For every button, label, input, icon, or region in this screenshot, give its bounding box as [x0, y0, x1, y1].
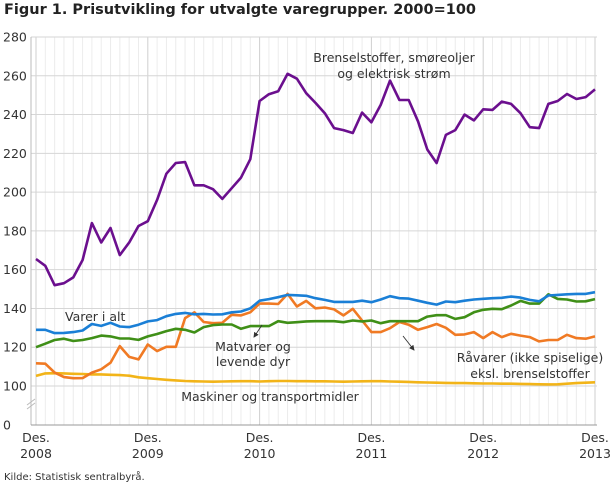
series-label: Maskiner og transportmidler: [181, 389, 359, 404]
chart-title: Figur 1. Prisutvikling for utvalgte vare…: [4, 2, 477, 18]
axis-break-mark: [26, 398, 36, 406]
series-line-1: [36, 290, 596, 335]
x-tick-label: Des.: [134, 430, 162, 445]
series-line-2: [35, 293, 596, 349]
annotation-arrow: [253, 324, 263, 338]
series-label: levende dyr: [216, 354, 291, 369]
x-tick-label: Des.: [22, 430, 50, 445]
series-line-0: [35, 72, 596, 287]
source-note: Kilde: Statistisk sentralbyrå.: [4, 472, 145, 483]
axis-break-mark: [26, 402, 36, 410]
y-tick-label: 0: [3, 418, 11, 433]
x-tick-label: 2008: [20, 446, 52, 461]
y-tick-label: 220: [3, 146, 27, 161]
x-tick-label: 2011: [355, 446, 387, 461]
x-tick-label: 2010: [244, 446, 276, 461]
y-tick-label: 140: [3, 301, 27, 316]
x-tick-label: Des.: [357, 430, 385, 445]
series-label: eksl. brenselstoffer: [470, 366, 590, 381]
series-label: Brenselstoffer, smøreoljer: [313, 50, 475, 65]
x-tick-label: 2009: [132, 446, 164, 461]
y-tick-label: 180: [3, 223, 27, 238]
x-tick-label: Des.: [581, 430, 609, 445]
series-label: Varer i alt: [65, 309, 125, 324]
annotation-arrow: [402, 335, 415, 351]
series-line-3: [35, 292, 596, 380]
series-label: Råvarer (ikke spiselige): [457, 350, 603, 365]
y-tick-label: 160: [3, 262, 27, 277]
series-label: Matvarer og: [215, 339, 291, 354]
y-tick-label: 200: [3, 185, 27, 200]
series-label: og elektrisk strøm: [337, 66, 450, 81]
y-tick-label: 260: [3, 68, 27, 83]
x-tick-label: 2012: [467, 446, 499, 461]
y-tick-label: 100: [3, 379, 27, 394]
x-tick-label: Des.: [469, 430, 497, 445]
y-tick-label: 240: [3, 107, 27, 122]
x-tick-label: 2013: [579, 446, 610, 461]
line-chart: 0100120140160180200220240260280Des.2008D…: [3, 30, 610, 462]
y-tick-label: 280: [3, 30, 27, 45]
series-line-4: [35, 371, 596, 386]
x-tick-label: Des.: [246, 430, 274, 445]
y-tick-label: 120: [3, 340, 27, 355]
